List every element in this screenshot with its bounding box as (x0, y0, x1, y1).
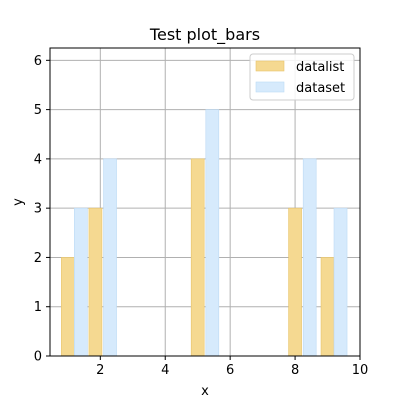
x-tick-label: 10 (352, 363, 369, 378)
bar-dataset-2 (205, 109, 220, 357)
bar-dataset-1 (103, 158, 117, 357)
plot-frame (49, 47, 361, 357)
x-tick-label: 4 (161, 363, 169, 378)
x-tick-label: 8 (291, 363, 299, 378)
bar-datalist-1 (88, 207, 103, 357)
legend-swatch-dataset (255, 81, 285, 93)
bar-datalist-3 (288, 207, 302, 357)
legend-label-datalist: datalist (296, 60, 344, 75)
y-axis-label: y (11, 198, 26, 206)
x-tick-label: 6 (226, 363, 234, 378)
x-axis-label: x (201, 384, 209, 399)
x-axis-ticks: 2 4 6 8 10 (96, 356, 368, 378)
axes (49, 47, 361, 357)
y-tick-label: 1 (34, 300, 42, 315)
legend-swatch-datalist (255, 60, 285, 72)
y-tick-label: 2 (34, 251, 42, 266)
bar-dataset-4 (333, 207, 348, 357)
bar-datalist-2 (190, 158, 205, 357)
bar-datalist-0 (61, 257, 75, 357)
bar-dataset-0 (74, 207, 88, 357)
x-tick-label: 2 (96, 363, 104, 378)
bar-dataset-3 (302, 158, 317, 357)
bars (61, 109, 348, 357)
legend-label-dataset: dataset (296, 81, 345, 96)
y-tick-label: 4 (34, 152, 42, 167)
y-tick-label: 0 (34, 350, 42, 365)
y-tick-label: 5 (34, 103, 42, 118)
y-axis-ticks: 0 1 2 3 4 5 6 (34, 54, 50, 365)
legend: datalist dataset (249, 53, 355, 101)
chart-title: Test plot_bars (149, 25, 260, 45)
y-tick-label: 6 (34, 54, 42, 69)
bar-datalist-4 (320, 257, 335, 357)
y-tick-label: 3 (34, 202, 42, 217)
